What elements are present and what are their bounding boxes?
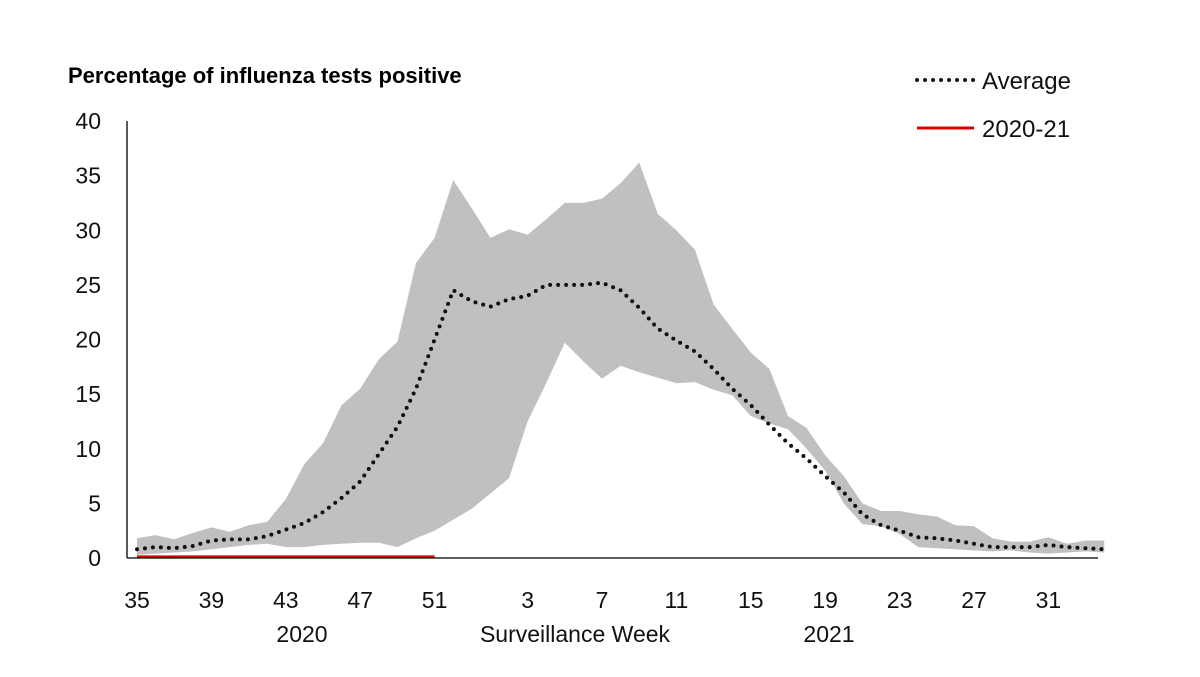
y-tick-label: 20	[75, 327, 101, 353]
y-tick-labels: 0 5 10 15 20 25 30 35 40	[75, 108, 101, 571]
year-label-2020: 2020	[276, 621, 327, 647]
y-tick-label: 40	[75, 108, 101, 134]
legend: Average 2020-21	[915, 68, 1071, 143]
y-tick-label: 30	[75, 217, 101, 243]
y-tick-label: 35	[75, 163, 101, 189]
x-tick-labels: 35 39 43 47 51 3 7 11 15 19 23 27 31	[124, 587, 1061, 613]
legend-label-average: Average	[982, 68, 1071, 95]
y-tick-label: 25	[75, 272, 101, 298]
range-band-layer	[137, 162, 1105, 555]
x-tick-label: 35	[124, 587, 150, 613]
x-tick-label: 43	[273, 587, 299, 613]
x-tick-label: 51	[422, 587, 448, 613]
x-tick-label: 15	[738, 587, 764, 613]
series-layer	[135, 280, 1107, 559]
x-tick-label: 39	[199, 587, 225, 613]
y-tick-label: 10	[75, 436, 101, 462]
y-tick-label: 5	[88, 490, 101, 516]
series-line-average	[135, 280, 1107, 552]
chart-title: Percentage of influenza tests positive	[68, 63, 462, 88]
x-tick-label: 23	[887, 587, 913, 613]
x-tick-label: 31	[1036, 587, 1062, 613]
x-tick-label: 27	[961, 587, 987, 613]
x-tick-label: 3	[521, 587, 534, 613]
y-tick-label: 15	[75, 381, 101, 407]
legend-label-2020-21: 2020-21	[982, 116, 1070, 143]
range-band	[137, 162, 1105, 555]
x-tick-label: 19	[812, 587, 838, 613]
x-tick-label: 11	[664, 587, 688, 613]
x-axis-title: Surveillance Week	[480, 621, 671, 647]
year-label-2021: 2021	[803, 621, 854, 647]
y-tick-label: 0	[88, 545, 101, 571]
x-tick-label: 7	[596, 587, 609, 613]
x-tick-label: 47	[347, 587, 373, 613]
